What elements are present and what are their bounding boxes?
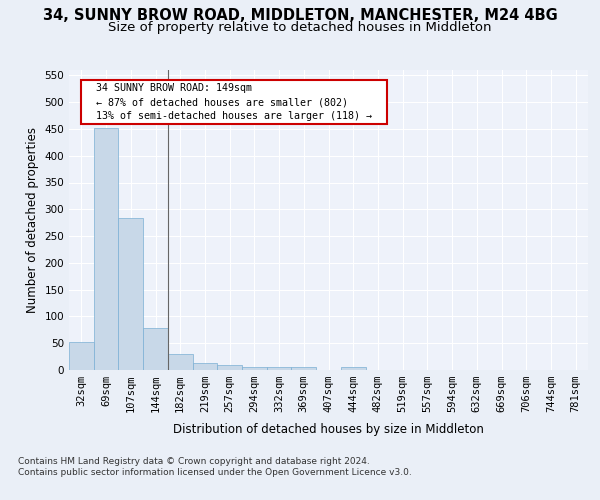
Bar [94, 128, 118, 370]
Text: 34 SUNNY BROW ROAD: 149sqm  
  ← 87% of detached houses are smaller (802)  
  13: 34 SUNNY BROW ROAD: 149sqm ← 87% of deta… [85, 84, 385, 122]
Bar [217, 364, 242, 370]
Bar [292, 367, 316, 370]
Bar [341, 368, 365, 370]
Bar [242, 368, 267, 370]
Bar [69, 342, 94, 370]
Text: Size of property relative to detached houses in Middleton: Size of property relative to detached ho… [108, 22, 492, 35]
Text: Distribution of detached houses by size in Middleton: Distribution of detached houses by size … [173, 422, 484, 436]
Bar [118, 218, 143, 370]
Bar [193, 362, 217, 370]
Bar [267, 368, 292, 370]
Y-axis label: Number of detached properties: Number of detached properties [26, 127, 39, 313]
Text: Contains HM Land Registry data © Crown copyright and database right 2024.
Contai: Contains HM Land Registry data © Crown c… [18, 458, 412, 477]
Bar [168, 354, 193, 370]
Text: 34, SUNNY BROW ROAD, MIDDLETON, MANCHESTER, M24 4BG: 34, SUNNY BROW ROAD, MIDDLETON, MANCHEST… [43, 8, 557, 22]
Bar [143, 328, 168, 370]
